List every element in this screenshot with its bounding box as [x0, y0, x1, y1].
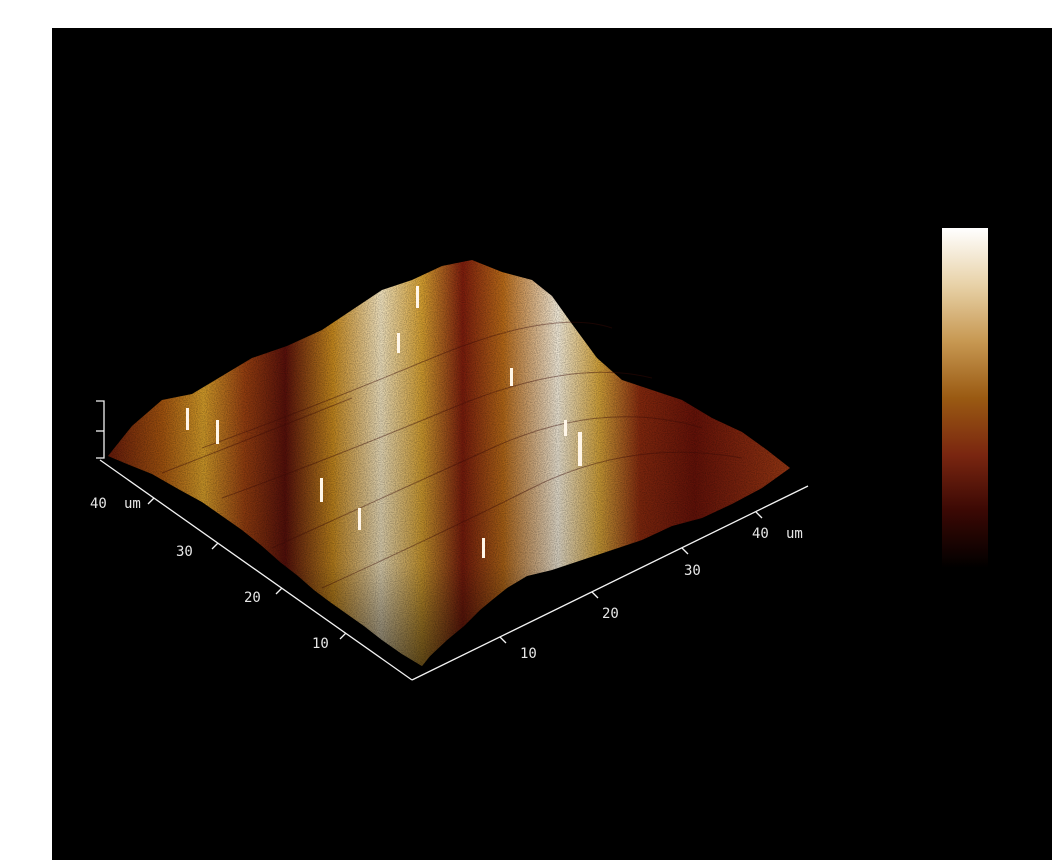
right-tick-10: 10	[520, 646, 537, 662]
right-tick-30: 30	[684, 563, 701, 579]
left-tick-10: 10	[312, 636, 329, 652]
right-tick-20: 20	[602, 606, 619, 622]
left-axis: 10 20 30 40 um	[90, 459, 413, 681]
afm-3d-surface-plot: 10 20 30 40 um 10 20 30 40 um	[90, 260, 809, 681]
left-tick-20: 20	[244, 590, 261, 606]
left-tick-30: 30	[176, 544, 193, 560]
left-tick-40: 40	[90, 496, 107, 512]
afm-viewport: 10 20 30 40 um 10 20 30 40 um	[52, 28, 1052, 860]
height-colorbar	[942, 228, 988, 568]
surface	[108, 260, 790, 666]
right-axis-unit: um	[786, 526, 803, 542]
surface-particles	[186, 286, 582, 558]
z-axis	[96, 400, 105, 459]
scratch-lines	[161, 321, 743, 589]
right-axis: 10 20 30 40 um	[411, 485, 809, 681]
left-axis-unit: um	[124, 496, 141, 512]
right-tick-40: 40	[752, 526, 769, 542]
surface-texture	[108, 260, 790, 666]
